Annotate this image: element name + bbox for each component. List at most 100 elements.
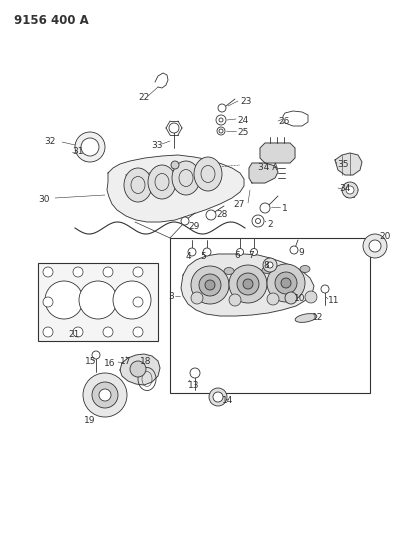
Text: 30: 30 [38,195,49,204]
Ellipse shape [124,168,152,202]
Text: 8: 8 [263,261,269,270]
Circle shape [263,258,277,272]
Text: 34 A: 34 A [258,163,278,172]
Circle shape [43,327,53,337]
Text: 5: 5 [200,252,206,261]
Circle shape [243,279,253,289]
Circle shape [190,368,200,378]
Circle shape [73,267,83,277]
Text: 25: 25 [237,128,248,137]
Circle shape [267,264,305,302]
Circle shape [236,248,243,255]
Text: 3: 3 [168,292,174,301]
Circle shape [218,104,226,112]
Text: 9: 9 [298,248,304,257]
Text: 26: 26 [278,117,289,126]
Text: 6: 6 [234,251,240,260]
Polygon shape [107,155,244,222]
Ellipse shape [194,157,222,191]
Polygon shape [335,153,362,175]
Circle shape [369,240,381,252]
Circle shape [281,278,291,288]
Circle shape [81,138,99,156]
Circle shape [216,115,226,125]
Circle shape [285,292,297,304]
Circle shape [169,123,179,133]
Circle shape [43,267,53,277]
Circle shape [43,297,53,307]
Text: 20: 20 [379,232,390,241]
Text: 29: 29 [188,222,199,231]
Text: 17: 17 [120,357,132,366]
Text: 32: 32 [44,137,55,146]
Circle shape [130,361,146,377]
Text: 19: 19 [84,416,95,425]
Text: 15: 15 [85,357,97,366]
Circle shape [205,280,215,290]
Circle shape [346,186,354,194]
Circle shape [206,210,216,220]
Circle shape [250,248,258,255]
Text: 7: 7 [248,251,254,260]
Text: 13: 13 [188,381,199,390]
Circle shape [73,327,83,337]
Circle shape [191,292,203,304]
Circle shape [79,281,117,319]
Ellipse shape [262,266,272,273]
Text: 31: 31 [72,147,83,156]
Circle shape [103,327,113,337]
Circle shape [99,389,111,401]
Circle shape [75,132,105,162]
Circle shape [342,182,358,198]
Circle shape [92,351,100,359]
Circle shape [275,272,297,294]
Circle shape [103,267,113,277]
Circle shape [256,219,261,223]
Circle shape [209,388,227,406]
Ellipse shape [172,161,200,195]
Circle shape [83,373,127,417]
Text: 33: 33 [151,141,162,150]
Text: 12: 12 [312,313,323,322]
Text: 27: 27 [233,200,245,209]
Circle shape [45,281,83,319]
Circle shape [188,248,196,256]
Text: 2: 2 [267,220,272,229]
Circle shape [133,327,143,337]
Polygon shape [260,143,295,163]
Text: 10: 10 [294,294,305,303]
Circle shape [191,266,229,304]
Circle shape [321,285,329,293]
Circle shape [133,267,143,277]
Text: 23: 23 [240,97,252,106]
Circle shape [267,262,273,268]
Ellipse shape [148,165,176,199]
Circle shape [219,129,223,133]
Text: 4: 4 [185,252,191,261]
Polygon shape [249,163,278,183]
Circle shape [217,127,225,135]
Text: 14: 14 [222,396,233,405]
Text: 21: 21 [68,330,80,339]
Circle shape [237,273,259,295]
Text: 1: 1 [282,204,288,213]
Circle shape [199,274,221,296]
Circle shape [213,392,223,402]
Circle shape [181,217,189,225]
Text: 11: 11 [328,296,339,305]
Circle shape [219,118,223,122]
Text: 9156 400 A: 9156 400 A [14,14,89,27]
Ellipse shape [224,268,234,274]
Text: 34: 34 [339,184,350,193]
Text: 35: 35 [337,160,349,169]
Text: 24: 24 [237,116,248,125]
Circle shape [229,294,241,306]
Circle shape [260,203,270,213]
Circle shape [290,246,298,254]
Circle shape [203,248,211,256]
Circle shape [267,293,279,305]
Circle shape [92,382,118,408]
Circle shape [113,281,151,319]
Circle shape [252,215,264,227]
Ellipse shape [295,313,317,322]
